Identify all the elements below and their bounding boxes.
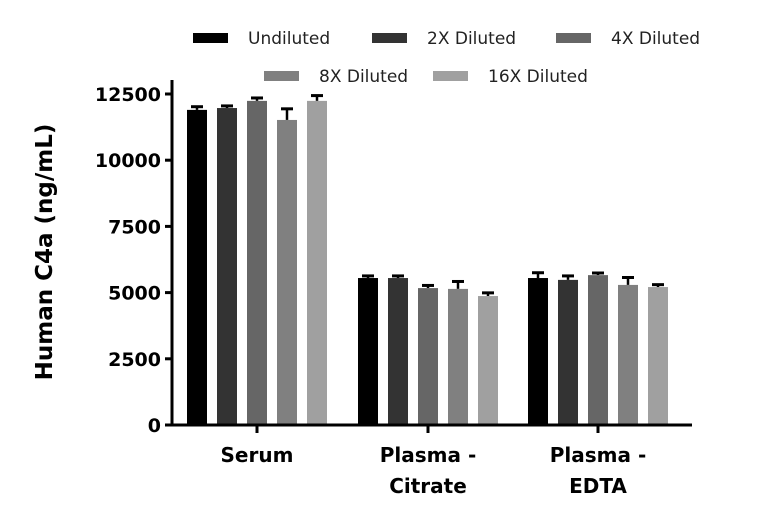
y-tick-label: 5000 — [108, 283, 161, 305]
y-tick-label: 10000 — [95, 150, 161, 172]
legend-label: Undiluted — [248, 29, 330, 49]
bar — [448, 288, 468, 425]
x-axis: Serum Plasma - Citrate Plasma - EDTA — [171, 423, 692, 498]
legend-swatch — [264, 71, 299, 81]
legend-label: 16X Diluted — [488, 67, 588, 87]
bar — [418, 288, 438, 425]
bar — [558, 279, 578, 425]
bar — [358, 278, 378, 425]
legend-swatch — [433, 71, 468, 81]
x-category-label: Serum — [221, 443, 294, 467]
y-axis: 0 2500 5000 7500 10000 12500 — [95, 80, 174, 437]
bar — [217, 108, 237, 426]
legend-label: 8X Diluted — [319, 67, 408, 87]
bar — [528, 278, 548, 425]
legend-swatch — [556, 33, 591, 43]
x-category-label: EDTA — [569, 474, 627, 498]
y-tick-label: 0 — [148, 415, 161, 437]
x-category-label: Plasma - — [550, 443, 647, 467]
legend-swatch — [372, 33, 407, 43]
legend-label: 4X Diluted — [611, 29, 700, 49]
bar — [187, 109, 207, 425]
y-axis-label: Human C4a (ng/mL) — [32, 124, 58, 381]
bar — [648, 287, 668, 425]
bars — [187, 94, 668, 426]
bar — [307, 100, 327, 425]
y-tick-label: 7500 — [108, 216, 161, 238]
y-tick-label: 12500 — [95, 84, 161, 106]
bar — [388, 278, 408, 425]
bar — [478, 296, 498, 425]
x-category-label: Citrate — [389, 474, 467, 498]
x-category-label: Plasma - — [380, 443, 477, 467]
legend: Undiluted 2X Diluted 4X Diluted 8X Diluted 1… — [193, 29, 700, 87]
y-tick-label: 2500 — [108, 349, 161, 371]
bar — [618, 284, 638, 425]
legend-label: 2X Diluted — [427, 29, 516, 49]
bar — [277, 119, 297, 425]
legend-swatch — [193, 33, 228, 43]
bar — [588, 275, 608, 425]
bar — [247, 100, 267, 425]
